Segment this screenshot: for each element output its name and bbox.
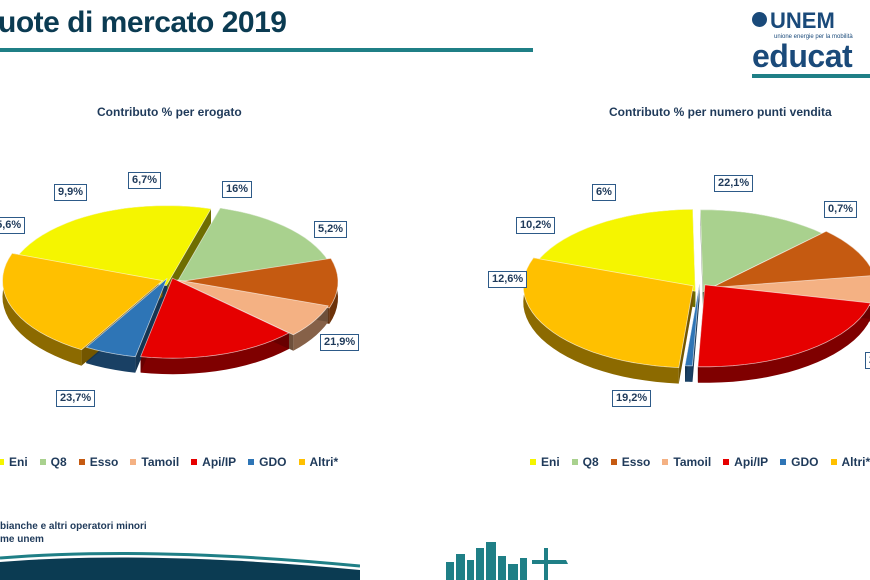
legend-label: Eni <box>541 455 560 469</box>
educa-logo-bar <box>752 74 870 78</box>
pie1-slice-wall-altri-0 <box>678 285 694 384</box>
pie0-slice-tamoil <box>176 279 329 336</box>
legend-label: Altri* <box>309 455 339 469</box>
pie0-slice-esso <box>177 257 339 309</box>
pie1-label-tamoil: 6% <box>592 184 616 201</box>
legend-swatch <box>723 459 730 465</box>
legend-label: Q8 <box>582 455 599 469</box>
chart-title-punti-vendita: Contributo % per numero punti vendita <box>609 105 832 119</box>
unem-logo-text: UNEM <box>752 8 835 34</box>
pie1-slice-esso <box>706 230 870 291</box>
legend1-item-esso: Esso <box>610 455 651 469</box>
legend0-item-altri: Altri* <box>298 455 339 469</box>
chart-title-erogato: Contributo % per erogato <box>97 105 242 119</box>
footnote: bianche e altri operatori minori me unem <box>0 520 147 546</box>
pie1-label-q8: 12,6% <box>488 271 528 288</box>
legend-swatch <box>248 459 255 465</box>
footnote-line-2: me unem <box>0 534 44 545</box>
footnote-line-1: bianche e altri operatori minori <box>0 521 147 532</box>
legend-label: Tamoil <box>673 455 712 469</box>
legend0-item-q8: Q8 <box>39 455 67 469</box>
legend-label: GDO <box>259 455 287 469</box>
unem-educa-logo: UNEM unione energie per la mobilità educ… <box>752 8 870 78</box>
legend-swatch <box>780 459 787 465</box>
slide-title: uote di mercato 2019 <box>0 6 287 39</box>
pie1-label-api-ip: 22,1% <box>714 175 754 192</box>
legend-swatch <box>298 459 305 465</box>
pie1-slice-side-api-ip <box>697 304 870 383</box>
pie0-label-esso: 9,9% <box>54 184 88 201</box>
title-underline <box>0 48 533 52</box>
pie0-label-gdo: 5,2% <box>314 221 348 238</box>
legend0-item-tamoil: Tamoil <box>130 455 179 469</box>
pie0-slice-altri <box>2 252 164 351</box>
legend-label: Api/IP <box>202 455 237 469</box>
unem-logo-icon <box>752 12 767 27</box>
legend-swatch <box>530 459 536 465</box>
legend-swatch <box>830 459 837 465</box>
pie0-slice-side-api-ip <box>140 333 289 375</box>
pie0-slice-api-ip <box>140 277 290 359</box>
legend-label: Q8 <box>50 455 67 469</box>
pie1-slice-side-altri <box>523 257 679 384</box>
legend-label: GDO <box>791 455 819 469</box>
legend1-item-eni: Eni <box>530 455 560 469</box>
legend1-item-gdo: GDO <box>780 455 819 469</box>
pie0-label-eni: 23,7% <box>56 390 96 407</box>
pie-0 <box>2 205 339 375</box>
pie1-label-eni: 19,2% <box>612 390 652 407</box>
legend-swatch <box>78 459 85 465</box>
pie0-slice-gdo <box>85 277 168 358</box>
legend1-item-q8: Q8 <box>571 455 599 469</box>
pie0-label-api-ip: 16% <box>222 181 253 198</box>
legend-erogato: Eni Q8 Esso Tamoil Api/IP GDO Altri* <box>0 455 338 469</box>
legend-punti-vendita: Eni Q8 Esso Tamoil Api/IP GDO Altri* <box>530 455 870 469</box>
legend-label: Altri* <box>841 455 870 469</box>
legend-swatch <box>39 459 46 465</box>
pie0-label-tamoil: 6,7% <box>128 172 162 189</box>
unem-logo-tagline: unione energie per la mobilità <box>774 34 853 40</box>
pie0-slice-wall-eni-1 <box>166 208 211 302</box>
legend0-item-api-ip: Api/IP <box>191 455 236 469</box>
pie0-slice-side-gdo <box>86 347 136 373</box>
legend-swatch <box>191 459 198 465</box>
legend-label: Api/IP <box>734 455 769 469</box>
legend0-item-eni: Eni <box>0 455 28 469</box>
pie-1 <box>522 208 870 384</box>
legend-swatch <box>0 459 4 465</box>
legend0-item-esso: Esso <box>78 455 119 469</box>
legend-swatch <box>662 459 669 465</box>
legend1-item-api-ip: Api/IP <box>723 455 768 469</box>
legend-swatch <box>571 459 578 465</box>
pie1-slice-q8 <box>699 209 824 293</box>
pie0-label-altri: 21,9% <box>320 334 360 351</box>
legend-label: Esso <box>621 455 651 469</box>
pie1-label-esso: 10,2% <box>516 217 556 234</box>
pie1-slice-gdo <box>684 283 700 367</box>
legend1-item-altri: Altri* <box>830 455 870 469</box>
legend-swatch <box>610 459 617 465</box>
pie1-slice-api-ip <box>697 284 870 368</box>
legend0-item-gdo: GDO <box>248 455 287 469</box>
pie0-label-q8: 15,6% <box>0 217 26 234</box>
legend-label: Tamoil <box>141 455 180 469</box>
legend-label: Eni <box>9 455 28 469</box>
legend1-item-tamoil: Tamoil <box>662 455 711 469</box>
city-skyline-icon <box>446 542 568 580</box>
legend-swatch <box>130 459 137 465</box>
pie1-slice-eni <box>534 208 696 292</box>
pie1-label-altri: 29,2% <box>865 352 870 369</box>
legend-label: Esso <box>89 455 119 469</box>
pie1-label-gdo: 0,7% <box>824 201 858 218</box>
educa-logo-text: educat <box>752 38 853 74</box>
footer-wave <box>0 552 360 580</box>
